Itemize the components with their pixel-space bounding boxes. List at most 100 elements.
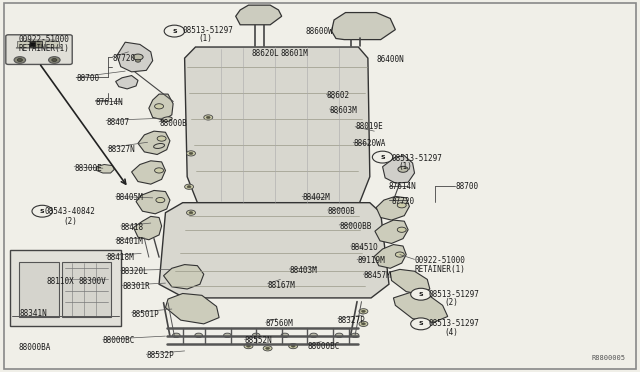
Text: 88501P: 88501P [132, 311, 159, 320]
Polygon shape [332, 13, 396, 39]
Polygon shape [16, 40, 62, 48]
Text: 88405M: 88405M [116, 193, 143, 202]
Circle shape [266, 347, 269, 349]
Text: 08513-51297: 08513-51297 [182, 26, 234, 35]
Bar [30, 42, 35, 46]
Circle shape [351, 333, 359, 337]
Bar [30, 41, 42, 47]
Text: S: S [380, 155, 385, 160]
Circle shape [49, 57, 60, 63]
Circle shape [156, 198, 165, 203]
Text: 88600W: 88600W [306, 26, 333, 36]
Text: 88457M: 88457M [364, 271, 391, 280]
Ellipse shape [154, 144, 164, 148]
FancyBboxPatch shape [62, 262, 111, 317]
Text: S: S [419, 321, 423, 326]
Text: 88418: 88418 [121, 223, 144, 232]
Polygon shape [132, 161, 166, 184]
Circle shape [281, 333, 289, 337]
Text: 88451O: 88451O [351, 243, 378, 251]
Polygon shape [136, 190, 170, 214]
Polygon shape [166, 294, 219, 324]
Polygon shape [164, 264, 204, 289]
Text: 88603M: 88603M [330, 106, 357, 115]
Text: 88000BC: 88000BC [103, 336, 135, 346]
Text: 08513-51297: 08513-51297 [392, 154, 442, 163]
Circle shape [397, 203, 406, 208]
Circle shape [359, 321, 368, 327]
Circle shape [204, 115, 212, 120]
Circle shape [173, 333, 180, 337]
Text: 88019E: 88019E [355, 122, 383, 131]
FancyBboxPatch shape [19, 262, 60, 317]
Polygon shape [159, 203, 389, 298]
Text: 88300E: 88300E [74, 164, 102, 173]
Bar [17, 41, 29, 47]
Text: (1): (1) [398, 162, 412, 171]
Text: 88403M: 88403M [289, 266, 317, 275]
Text: 87614N: 87614N [95, 98, 123, 107]
Text: 88620L: 88620L [251, 49, 279, 58]
Text: (1): (1) [198, 34, 212, 43]
Ellipse shape [161, 117, 172, 122]
Circle shape [289, 343, 298, 349]
Polygon shape [117, 42, 153, 72]
Circle shape [189, 212, 193, 214]
Circle shape [411, 288, 431, 300]
Circle shape [244, 343, 253, 349]
Circle shape [32, 205, 52, 217]
Circle shape [14, 57, 26, 63]
Text: 89119M: 89119M [357, 256, 385, 265]
Text: 88620WA: 88620WA [353, 139, 385, 148]
Circle shape [252, 333, 260, 337]
Polygon shape [376, 196, 410, 220]
Circle shape [136, 59, 141, 62]
Polygon shape [149, 94, 173, 120]
Circle shape [195, 333, 202, 337]
Text: 88341N: 88341N [20, 310, 47, 318]
Circle shape [362, 323, 365, 325]
Circle shape [359, 309, 368, 314]
Text: 87560M: 87560M [266, 320, 294, 328]
Text: 00922-51000: 00922-51000 [415, 256, 465, 265]
Text: RETAINER(1): RETAINER(1) [415, 265, 465, 274]
Text: (2): (2) [445, 298, 458, 307]
Circle shape [335, 333, 343, 337]
Text: 87614N: 87614N [389, 182, 417, 191]
Circle shape [186, 210, 195, 215]
Circle shape [291, 345, 295, 347]
Polygon shape [383, 155, 415, 183]
Text: 88601M: 88601M [280, 49, 308, 58]
Circle shape [398, 166, 408, 172]
Text: 08513-51297: 08513-51297 [429, 290, 479, 299]
Circle shape [362, 310, 365, 312]
Text: 88000BB: 88000BB [339, 222, 372, 231]
Text: 87720: 87720 [113, 54, 136, 62]
Circle shape [155, 104, 164, 109]
Text: 88300V: 88300V [79, 277, 106, 286]
Polygon shape [236, 5, 282, 25]
Polygon shape [116, 76, 138, 89]
Text: 88167M: 88167M [268, 281, 296, 290]
FancyBboxPatch shape [6, 35, 72, 64]
Text: S: S [172, 29, 177, 33]
Text: 88110X: 88110X [47, 277, 74, 286]
Text: 88000BA: 88000BA [19, 343, 51, 352]
Text: 08513-51297: 08513-51297 [429, 320, 479, 328]
Circle shape [186, 151, 195, 156]
Text: 88402M: 88402M [302, 193, 330, 202]
Text: 88327P: 88327P [338, 316, 365, 325]
Text: 88552N: 88552N [244, 336, 273, 346]
Text: (4): (4) [445, 328, 458, 337]
Circle shape [52, 58, 57, 61]
Circle shape [372, 151, 393, 163]
Text: 88320L: 88320L [121, 267, 148, 276]
Text: RETAINER(1): RETAINER(1) [19, 44, 70, 53]
Bar [30, 41, 42, 47]
Text: 88000B: 88000B [328, 207, 355, 216]
Circle shape [155, 168, 164, 173]
Circle shape [397, 227, 406, 232]
Polygon shape [394, 293, 448, 323]
Text: R8800005: R8800005 [591, 355, 625, 361]
Text: 88327N: 88327N [108, 145, 136, 154]
